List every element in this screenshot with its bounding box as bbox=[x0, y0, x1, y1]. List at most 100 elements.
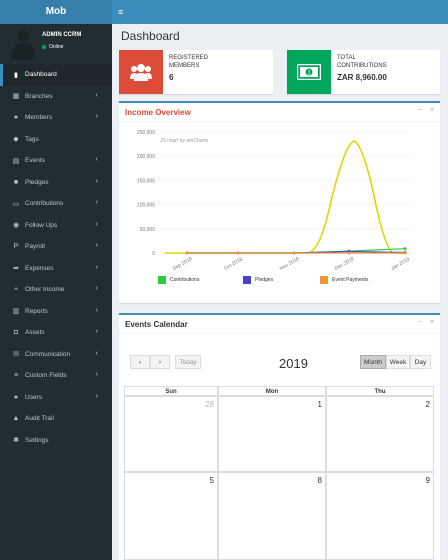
area-chart-icon: ▲ bbox=[12, 415, 20, 423]
sidebar-item-audit-trail[interactable]: ▲ Audit Trail bbox=[0, 408, 112, 430]
x-tick-label: Nov 2018 bbox=[279, 256, 301, 272]
sidebar-item-branches[interactable]: ▦ Branches ‹ bbox=[0, 86, 112, 108]
calendar-day-header: Sun bbox=[124, 386, 218, 396]
calendar-month-view-button[interactable]: Month bbox=[360, 355, 386, 369]
sidebar-item-label: Settings bbox=[25, 436, 49, 444]
chevron-left-icon: ‹ bbox=[95, 199, 98, 206]
user-panel: ADMIN CCRM Online bbox=[0, 24, 112, 64]
legend-label: Contributions bbox=[170, 277, 200, 283]
sidebar-item-users[interactable]: ● Users ‹ bbox=[0, 387, 112, 409]
calendar-today-button[interactable]: Today bbox=[175, 355, 201, 369]
user-name: ADMIN CCRM bbox=[42, 32, 82, 38]
total-contributions-value: ZAR 8,960.00 bbox=[337, 73, 387, 82]
sidebar-toggle-icon[interactable]: ≡ bbox=[118, 7, 124, 17]
envelope-icon: ✉ bbox=[13, 351, 19, 359]
sidebar-item-dashboard[interactable]: ▮ Dashboard bbox=[0, 64, 112, 86]
calendar-date: 28 bbox=[205, 400, 214, 409]
chevron-left-icon: ‹ bbox=[95, 113, 98, 120]
x-tick-label: Jan 2019 bbox=[390, 256, 411, 272]
sidebar-item-members[interactable]: ● Members ‹ bbox=[0, 107, 112, 129]
y-tick-label: 200,000 bbox=[137, 154, 155, 160]
close-icon[interactable]: × bbox=[429, 319, 434, 326]
legend-item[interactable]: Pledges bbox=[243, 276, 273, 284]
user-status: Online bbox=[42, 44, 63, 50]
sidebar-menu: ▮ Dashboard ▦ Branches ‹ ● Members ‹ ◆ Tags ▤ Event… bbox=[0, 64, 112, 451]
share-icon: ➦ bbox=[13, 265, 19, 273]
sidebar-item-payroll[interactable]: P Payroll ‹ bbox=[0, 236, 112, 258]
sidebar-item-assets[interactable]: ◘ Assets ‹ bbox=[0, 322, 112, 344]
registered-members-box: REGISTERED MEMBERS 6 bbox=[119, 50, 273, 94]
gear-icon: ✱ bbox=[13, 437, 19, 445]
sidebar-item-label: Branches bbox=[25, 92, 53, 100]
calendar-day-cell[interactable]: 1 bbox=[218, 396, 326, 472]
sidebar-item-label: Assets bbox=[25, 329, 45, 337]
calendar-prev-button[interactable]: ‹ bbox=[130, 355, 150, 369]
calendar-date: 2 bbox=[425, 400, 430, 409]
calendar-day-cell[interactable]: 8 bbox=[218, 472, 326, 560]
sidebar-item-reports[interactable]: ▥ Reports ‹ bbox=[0, 301, 112, 323]
tags-icon: ◆ bbox=[13, 136, 19, 144]
minimize-icon[interactable]: − bbox=[417, 319, 422, 326]
sidebar-item-custom-fields[interactable]: ≡ Custom Fields ‹ bbox=[0, 365, 112, 387]
chevron-left-icon: ‹ bbox=[95, 156, 98, 163]
sidebar-item-other-income[interactable]: + Other Income ‹ bbox=[0, 279, 112, 301]
legend-label: Event Payments bbox=[332, 277, 369, 283]
data-point bbox=[236, 251, 240, 255]
svg-text:1: 1 bbox=[307, 71, 311, 77]
sidebar-item-label: Communication bbox=[25, 350, 71, 358]
plus-icon: + bbox=[13, 286, 19, 294]
sidebar-item-label: Events bbox=[25, 157, 45, 165]
sidebar-item-label: Users bbox=[25, 393, 42, 401]
users-icon bbox=[119, 50, 163, 94]
sidebar-item-label: Reports bbox=[25, 307, 48, 315]
sidebar-item-contributions[interactable]: ▭ Contributions ‹ bbox=[0, 193, 112, 215]
legend-swatch bbox=[243, 276, 251, 284]
sidebar-item-label: Members bbox=[25, 114, 53, 122]
calendar-day-view-button[interactable]: Day bbox=[410, 355, 431, 369]
chevron-left-icon: ‹ bbox=[95, 392, 98, 400]
events-calendar-title: Events Calendar bbox=[125, 320, 188, 329]
sidebar-item-tags[interactable]: ◆ Tags bbox=[0, 129, 112, 151]
sidebar-item-label: Tags bbox=[25, 135, 39, 143]
calendar-day-cell[interactable]: 9 bbox=[326, 472, 434, 560]
chevron-left-icon: ‹ bbox=[95, 285, 98, 292]
income-overview-box: Income Overview − × bbox=[119, 101, 440, 303]
calendar-day-cell[interactable]: 2 bbox=[326, 396, 434, 472]
legend-item[interactable]: Contributions bbox=[158, 276, 199, 284]
sidebar: Mob ADMIN CCRM Online ▮ Dashboard ▦ Branche… bbox=[0, 0, 112, 560]
sidebar-item-follow-ups[interactable]: ◉ Follow Ups ‹ bbox=[0, 215, 112, 237]
sidebar-item-label: Audit Trail bbox=[25, 415, 54, 423]
x-tick-label: Dec 2018 bbox=[334, 256, 356, 272]
calendar-next-button[interactable]: › bbox=[150, 355, 170, 369]
sidebar-item-communication[interactable]: ✉ Communication ‹ bbox=[0, 344, 112, 366]
bank-icon: ▦ bbox=[12, 93, 20, 101]
data-point bbox=[292, 251, 296, 255]
users-icon: ● bbox=[13, 114, 19, 122]
calendar-date: 9 bbox=[425, 476, 430, 485]
sidebar-item-events[interactable]: ▤ Events ‹ bbox=[0, 150, 112, 172]
sidebar-item-pledges[interactable]: ■ Pledges ‹ bbox=[0, 172, 112, 194]
y-tick-label: 150,000 bbox=[137, 178, 155, 184]
chart-credit: JS chart by amCharts bbox=[160, 138, 209, 144]
calendar-day-cell[interactable]: 5 bbox=[124, 472, 218, 560]
legend-swatch bbox=[158, 276, 166, 284]
calendar-date: 5 bbox=[209, 476, 214, 485]
data-point bbox=[185, 251, 189, 255]
sidebar-item-label: Follow Ups bbox=[25, 221, 58, 229]
chat-icon: ◉ bbox=[12, 222, 20, 230]
calendar-date: 8 bbox=[317, 476, 322, 485]
sidebar-item-expenses[interactable]: ➦ Expenses ‹ bbox=[0, 258, 112, 280]
bar-chart-icon: ▥ bbox=[12, 308, 20, 316]
user-status-text: Online bbox=[49, 44, 64, 50]
close-icon[interactable]: × bbox=[429, 107, 434, 114]
calendar-day-cell[interactable]: 28 bbox=[124, 396, 218, 472]
minimize-icon[interactable]: − bbox=[417, 107, 422, 114]
calendar-day-header: Mon bbox=[218, 386, 326, 396]
sidebar-item-settings[interactable]: ✱ Settings bbox=[0, 430, 112, 452]
gift-icon: ■ bbox=[13, 178, 19, 186]
legend-item[interactable]: Event Payments bbox=[320, 276, 368, 284]
legend-swatch bbox=[320, 276, 328, 284]
calendar-week-view-button[interactable]: Week bbox=[386, 355, 410, 369]
y-tick-label: 0 bbox=[152, 251, 155, 257]
app-logo[interactable]: Mob bbox=[0, 0, 112, 24]
